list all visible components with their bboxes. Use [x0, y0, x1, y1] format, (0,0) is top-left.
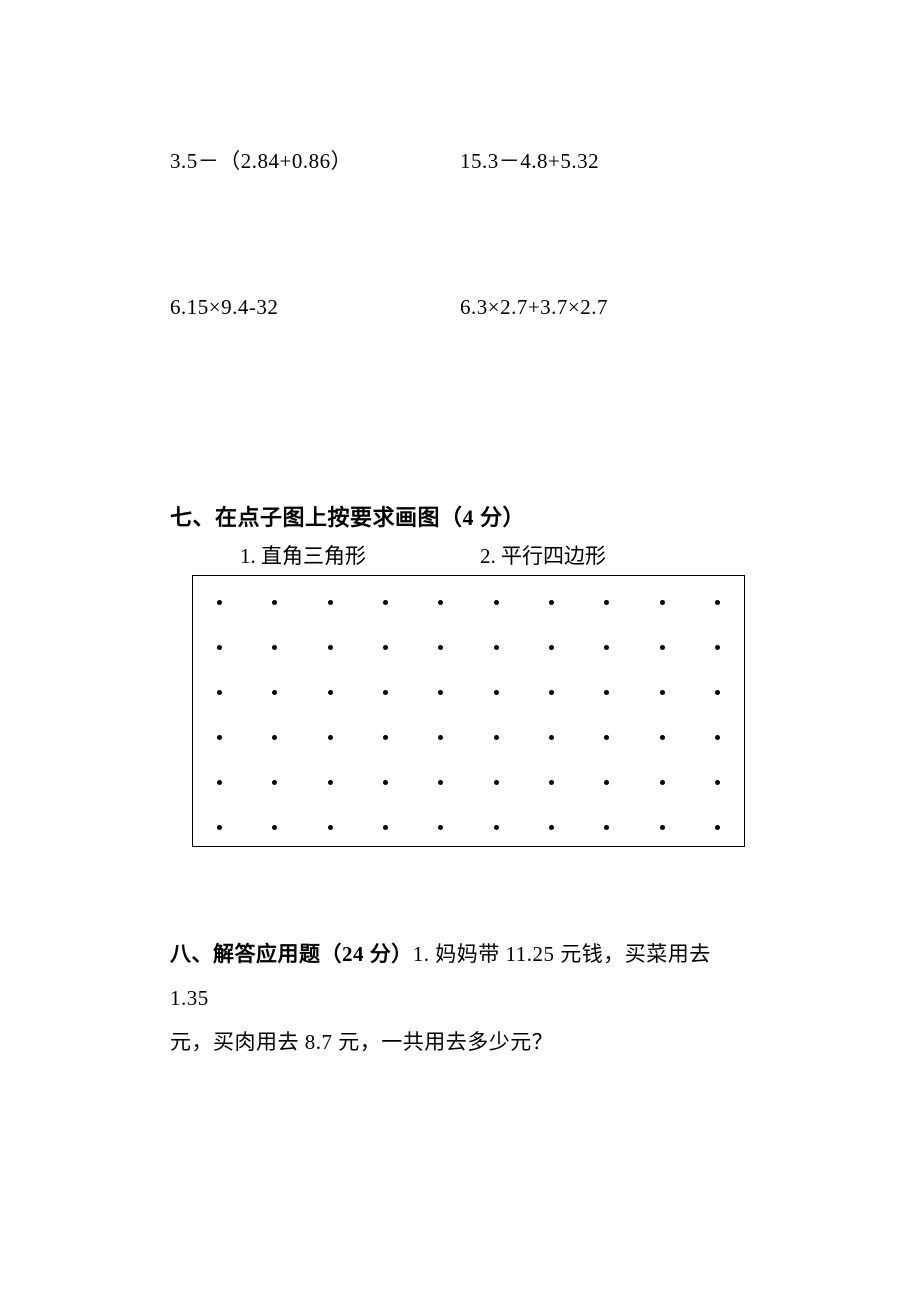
dot [328, 780, 333, 785]
dot [217, 645, 222, 650]
expression-1-left: 3.5－（2.84+0.86） [170, 145, 460, 175]
section-8-main: 解答应用题（24 分） [213, 942, 413, 966]
dot [494, 645, 499, 650]
section-8: 八、解答应用题（24 分）1. 妈妈带 11.25 元钱，买菜用去 1.35 元… [170, 932, 750, 1064]
dot [383, 780, 388, 785]
dot [383, 600, 388, 605]
dot-row [193, 600, 744, 605]
dot [549, 735, 554, 740]
dot [328, 600, 333, 605]
dot [438, 825, 443, 830]
dot [217, 690, 222, 695]
dot [272, 600, 277, 605]
dot [604, 825, 609, 830]
dot [715, 780, 720, 785]
expression-row-2: 6.15×9.4-32 6.3×2.7+3.7×2.7 [170, 295, 750, 320]
dot-row [193, 780, 744, 785]
dot [438, 735, 443, 740]
dot [549, 690, 554, 695]
dot-row [193, 825, 744, 830]
dot [549, 645, 554, 650]
section-8-prefix: 八、 [170, 942, 213, 966]
dot [272, 825, 277, 830]
dot [604, 735, 609, 740]
dot [272, 780, 277, 785]
dot [328, 735, 333, 740]
dot [660, 645, 665, 650]
dot [217, 825, 222, 830]
expression-2-right: 6.3×2.7+3.7×2.7 [460, 295, 750, 320]
dot [549, 780, 554, 785]
dot [217, 600, 222, 605]
q1-label: 1. [413, 942, 430, 966]
dot [272, 645, 277, 650]
expression-1-right: 15.3－4.8+5.32 [460, 145, 750, 175]
dot [494, 825, 499, 830]
dot [604, 645, 609, 650]
dot [604, 780, 609, 785]
dot [383, 825, 388, 830]
dot [383, 645, 388, 650]
dot [438, 600, 443, 605]
dot [604, 690, 609, 695]
dot [328, 645, 333, 650]
dot [660, 735, 665, 740]
dot [660, 780, 665, 785]
section-7-prefix: 七、 [170, 505, 215, 530]
dot [438, 690, 443, 695]
dot-row [193, 735, 744, 740]
section-7-title: 七、在点子图上按要求画图（4 分） [170, 500, 750, 532]
dot-task-2: 2. 平行四边形 [480, 540, 606, 570]
dot [715, 690, 720, 695]
page: 3.5－（2.84+0.86） 15.3－4.8+5.32 6.15×9.4-3… [0, 0, 920, 1300]
dot [494, 780, 499, 785]
dot [715, 645, 720, 650]
dot [494, 600, 499, 605]
dot [438, 780, 443, 785]
dot [328, 825, 333, 830]
dot-row [193, 690, 744, 695]
dot [715, 735, 720, 740]
dot [715, 825, 720, 830]
dot-grid-box [192, 576, 745, 847]
dot [438, 645, 443, 650]
q1-text-line2: 元，买肉用去 8.7 元，一共用去多少元？ [170, 1030, 553, 1054]
section-7-main: 在点子图上按要求画图（4 分） [215, 505, 525, 530]
dot [549, 825, 554, 830]
expression-2-left: 6.15×9.4-32 [170, 295, 460, 320]
dot [383, 690, 388, 695]
dot-row [193, 645, 744, 650]
dot [494, 690, 499, 695]
dot [660, 600, 665, 605]
dot [549, 600, 554, 605]
dot-task-1: 1. 直角三角形 [240, 540, 480, 570]
dot-grid-labels: 1. 直角三角形 2. 平行四边形 [240, 540, 750, 570]
dot [272, 690, 277, 695]
dot [604, 600, 609, 605]
dot [660, 690, 665, 695]
dot [660, 825, 665, 830]
dot [494, 735, 499, 740]
dot [217, 735, 222, 740]
dot [715, 600, 720, 605]
dot [383, 735, 388, 740]
dot [328, 690, 333, 695]
expression-row-1: 3.5－（2.84+0.86） 15.3－4.8+5.32 [170, 145, 750, 175]
dot [217, 780, 222, 785]
dot [272, 735, 277, 740]
